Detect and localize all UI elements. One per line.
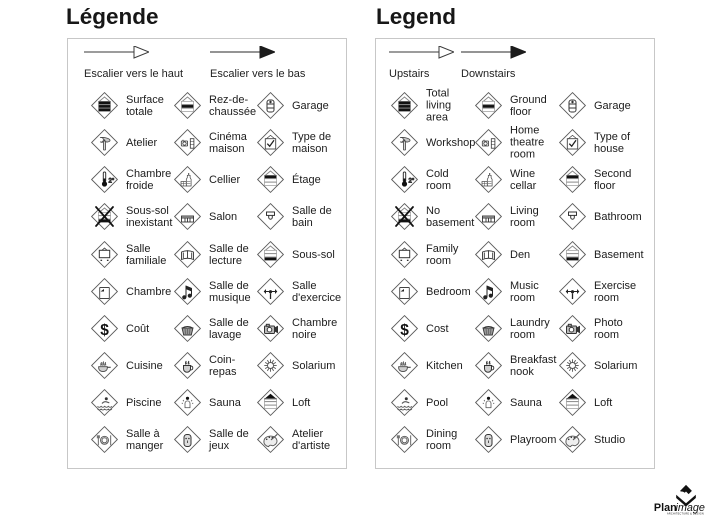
svg-text:ARCHITECTURE & DESIGN: ARCHITECTURE & DESIGN xyxy=(667,513,704,516)
svg-text:Plan: Plan xyxy=(654,502,677,514)
svg-text:image: image xyxy=(676,502,705,514)
